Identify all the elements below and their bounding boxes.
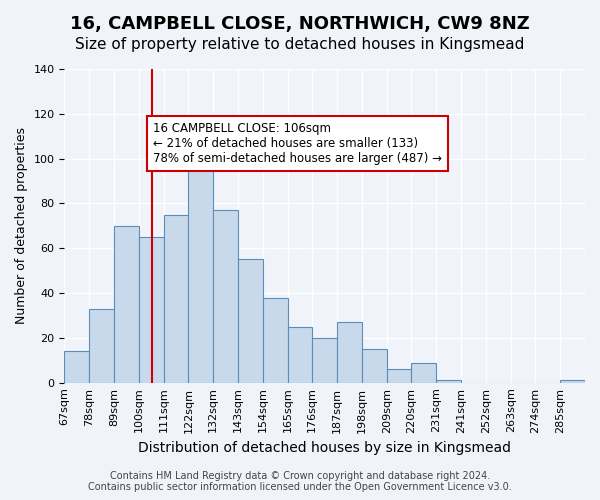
Bar	[188, 156, 213, 382]
Bar	[139, 237, 164, 382]
Bar	[362, 349, 386, 382]
Bar	[89, 308, 114, 382]
Y-axis label: Number of detached properties: Number of detached properties	[15, 128, 28, 324]
Bar	[287, 326, 313, 382]
Bar	[213, 210, 238, 382]
Bar	[64, 352, 89, 382]
Bar	[313, 338, 337, 382]
Text: Size of property relative to detached houses in Kingsmead: Size of property relative to detached ho…	[76, 38, 524, 52]
Text: 16 CAMPBELL CLOSE: 106sqm
← 21% of detached houses are smaller (133)
78% of semi: 16 CAMPBELL CLOSE: 106sqm ← 21% of detac…	[153, 122, 442, 166]
Bar	[238, 260, 263, 382]
Bar	[337, 322, 362, 382]
Bar	[164, 214, 188, 382]
Text: Contains HM Land Registry data © Crown copyright and database right 2024.
Contai: Contains HM Land Registry data © Crown c…	[88, 471, 512, 492]
Bar	[263, 298, 287, 382]
Bar	[386, 369, 412, 382]
Bar	[436, 380, 461, 382]
Bar	[412, 362, 436, 382]
Bar	[114, 226, 139, 382]
Bar	[560, 380, 585, 382]
Text: 16, CAMPBELL CLOSE, NORTHWICH, CW9 8NZ: 16, CAMPBELL CLOSE, NORTHWICH, CW9 8NZ	[70, 15, 530, 33]
X-axis label: Distribution of detached houses by size in Kingsmead: Distribution of detached houses by size …	[138, 441, 511, 455]
